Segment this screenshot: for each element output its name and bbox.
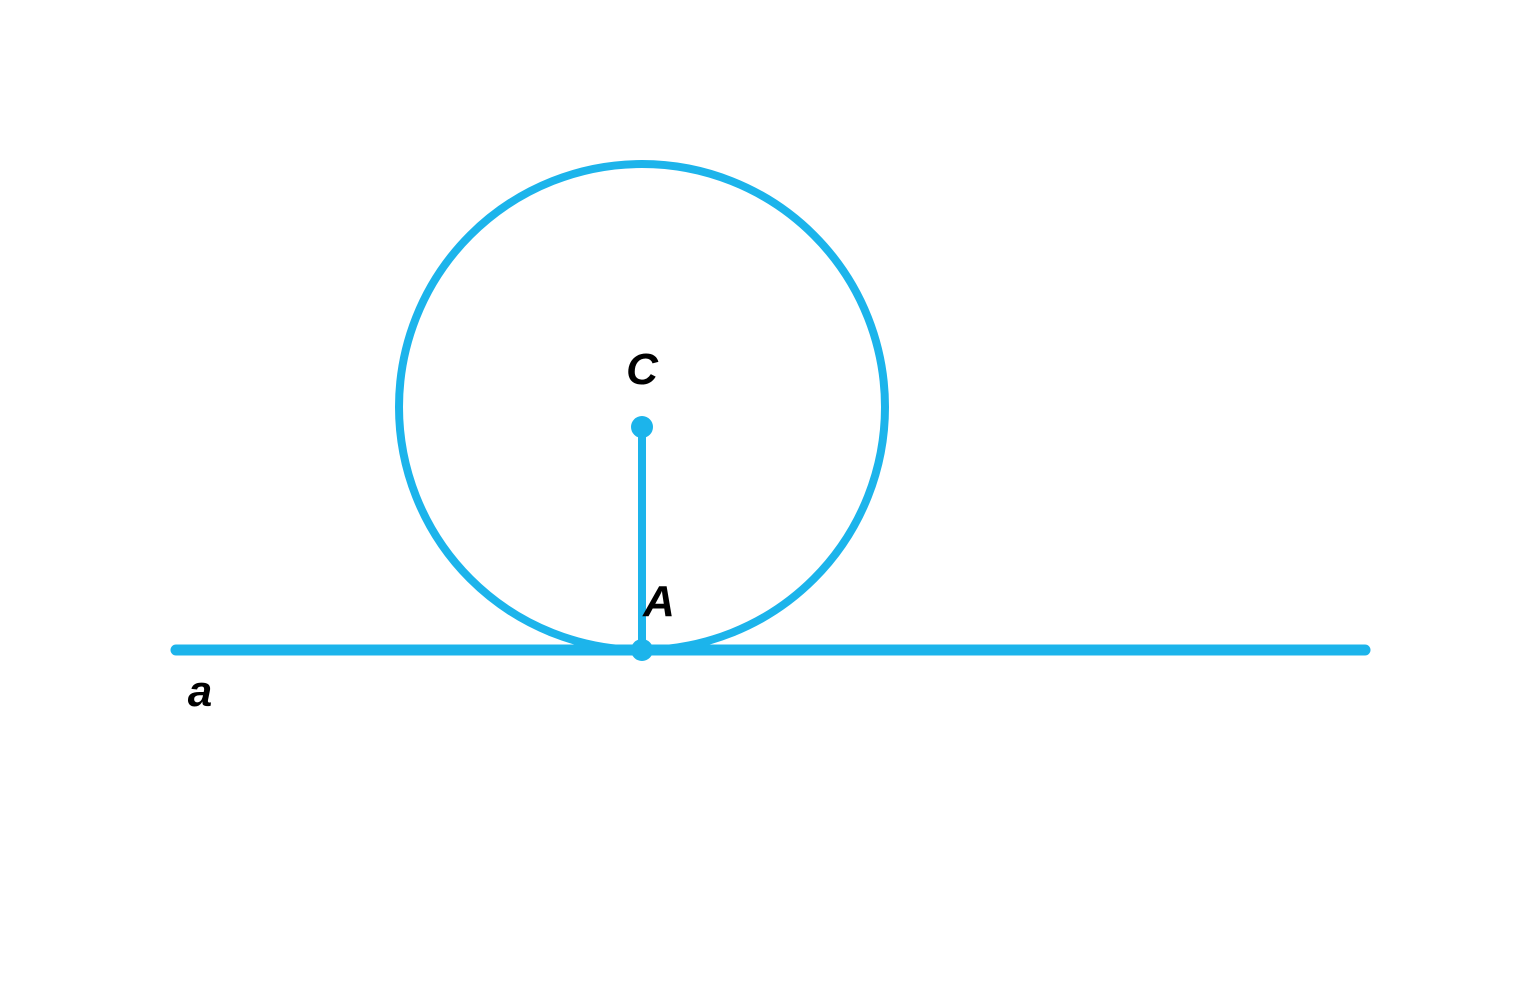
point-c	[631, 416, 653, 438]
label-a-point: A	[643, 577, 675, 627]
label-a-line: a	[188, 667, 212, 717]
label-c: C	[626, 345, 658, 395]
geometry-diagram: C A a	[0, 0, 1536, 999]
diagram-svg	[0, 0, 1536, 999]
point-a	[631, 639, 653, 661]
